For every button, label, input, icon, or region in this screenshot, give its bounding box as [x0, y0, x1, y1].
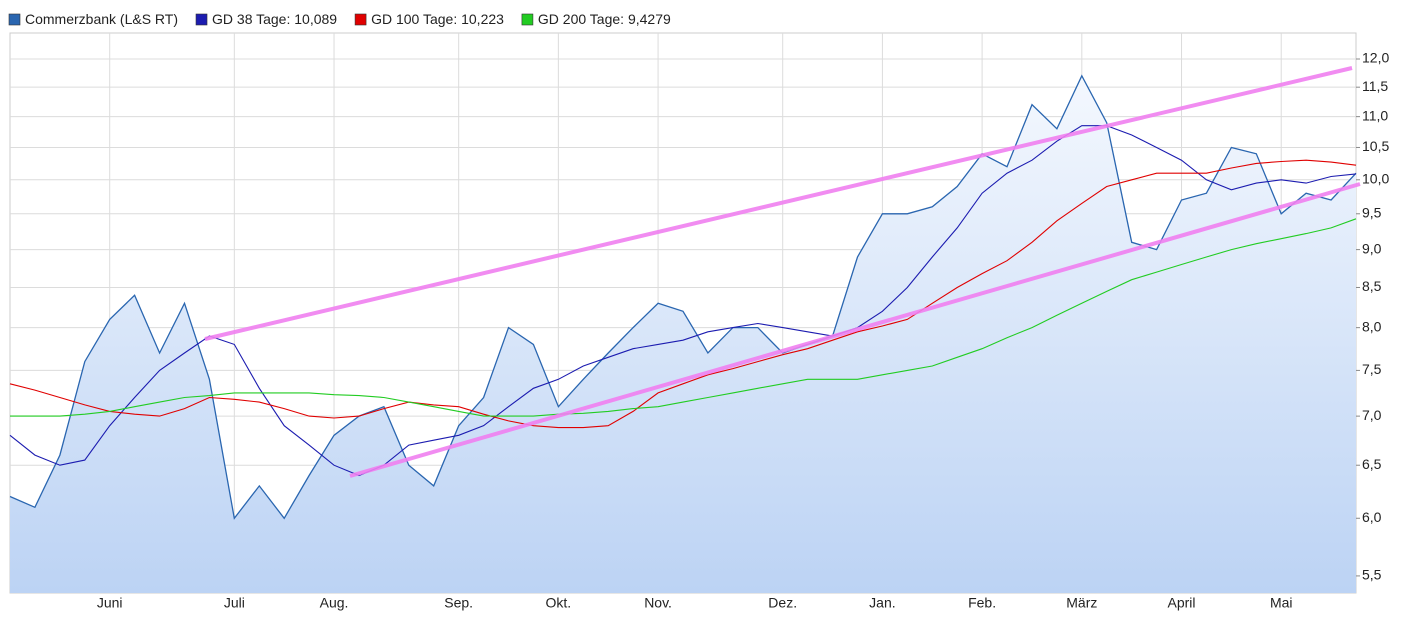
trend-line [349, 182, 1361, 478]
y-tick-label: 12,0 [1362, 50, 1389, 66]
legend: Commerzbank (L&S RT) GD 38 Tage: 10,089 GD… [8, 11, 671, 27]
x-tick-label: Juni [97, 595, 123, 611]
legend-label: GD 200 Tage: 9,4279 [538, 11, 671, 27]
x-tick-label: März [1066, 595, 1097, 611]
x-tick-label: April [1168, 595, 1196, 611]
x-tick-label: Sep. [444, 595, 473, 611]
x-tick-label: Feb. [968, 595, 996, 611]
x-tick-label: Dez. [768, 595, 797, 611]
marks [9, 74, 1357, 594]
x-tick-label: Jan. [869, 595, 895, 611]
y-tick-label: 11,5 [1362, 78, 1388, 94]
y-tick-label: 10,0 [1362, 170, 1389, 186]
legend-swatch [521, 13, 534, 26]
y-tick-label: 8,5 [1362, 278, 1382, 294]
series-line [10, 218, 1357, 417]
series-line [9, 159, 1357, 429]
y-tick-label: 10,5 [1362, 138, 1389, 154]
legend-label: GD 38 Tage: 10,089 [212, 11, 337, 27]
legend-swatch [8, 13, 21, 26]
y-tick-label: 11,0 [1362, 107, 1388, 123]
labels: 5,5 6,0 6,5 7,0 7,5 8,0 8,5 9,0 9,5 10,0 10,5 11,0 1… [97, 50, 1390, 611]
y-tick-label: 5,5 [1362, 567, 1382, 583]
trend-lines [204, 66, 1361, 478]
y-tick-label: 6,0 [1362, 509, 1382, 525]
series-line [9, 74, 1357, 520]
y-tick-label: 8,0 [1362, 318, 1382, 334]
x-tick-label: Aug. [320, 595, 349, 611]
x-tick-label: Mai [1270, 595, 1293, 611]
x-tick-label: Juli [224, 595, 245, 611]
trend-line [204, 66, 1353, 341]
price-area [10, 75, 1356, 594]
legend-swatch [195, 13, 208, 26]
legend-swatch [354, 13, 367, 26]
y-tick-label: 7,5 [1362, 361, 1382, 377]
series-line [9, 125, 1357, 477]
y-tick-label: 9,0 [1362, 240, 1382, 256]
x-tick-label: Nov. [644, 595, 672, 611]
y-tick-label: 6,5 [1362, 456, 1382, 472]
y-tick-label: 7,0 [1362, 407, 1382, 423]
x-tick-label: Okt. [546, 595, 572, 611]
legend-label: GD 100 Tage: 10,223 [371, 11, 504, 27]
legend-label: Commerzbank (L&S RT) [25, 11, 178, 27]
y-tick-label: 9,5 [1362, 204, 1382, 220]
